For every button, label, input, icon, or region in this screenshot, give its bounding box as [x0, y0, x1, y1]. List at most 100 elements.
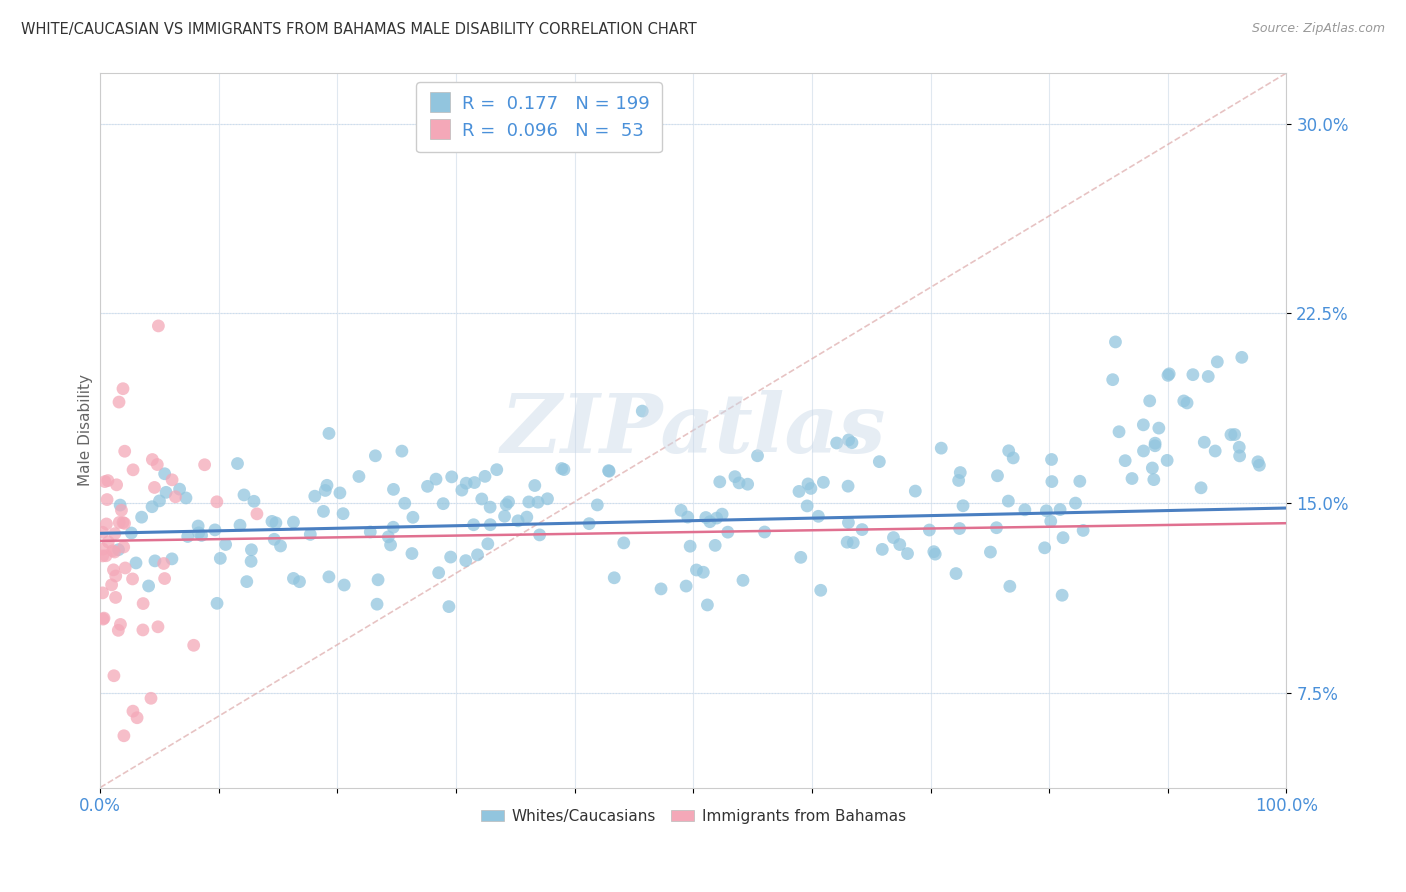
Point [485, 463, 508, 477]
Point [1204, 444, 1226, 458]
Point [679, 539, 702, 553]
Point [813, 475, 835, 490]
Point [114, 516, 136, 531]
Point [1121, 471, 1143, 485]
Point [553, 462, 575, 476]
Point [948, 522, 970, 536]
Point [685, 563, 707, 577]
Point [205, 596, 228, 610]
Point [146, 458, 169, 472]
Point [160, 552, 183, 566]
Point [1227, 440, 1250, 454]
Point [299, 527, 322, 541]
Point [529, 528, 551, 542]
Point [1144, 436, 1167, 450]
Point [797, 477, 820, 491]
Point [283, 515, 305, 529]
Point [1108, 425, 1130, 439]
Point [148, 493, 170, 508]
Point [91, 549, 114, 563]
Point [787, 484, 810, 499]
Point [494, 509, 516, 524]
Point [948, 474, 970, 488]
Point [456, 476, 478, 491]
Point [260, 515, 283, 529]
Point [1173, 394, 1195, 409]
Point [125, 711, 148, 725]
Point [107, 624, 129, 638]
Point [1014, 503, 1036, 517]
Point [598, 464, 620, 478]
Point [631, 404, 654, 418]
Point [132, 597, 155, 611]
Point [304, 489, 326, 503]
Point [97, 474, 120, 488]
Point [872, 542, 894, 557]
Point [112, 540, 135, 554]
Point [1230, 351, 1253, 365]
Point [91, 586, 114, 600]
Point [578, 516, 600, 531]
Point [706, 511, 728, 525]
Point [141, 500, 163, 514]
Point [998, 579, 1021, 593]
Point [110, 617, 132, 632]
Point [107, 542, 129, 557]
Point [153, 572, 176, 586]
Point [318, 426, 340, 441]
Point [132, 623, 155, 637]
Point [717, 525, 740, 540]
Point [613, 536, 636, 550]
Point [183, 638, 205, 652]
Point [699, 515, 721, 529]
Point [945, 566, 967, 581]
Point [283, 571, 305, 585]
Point [986, 468, 1008, 483]
Point [704, 538, 727, 552]
Text: Source: ZipAtlas.com: Source: ZipAtlas.com [1251, 22, 1385, 36]
Point [868, 455, 890, 469]
Point [477, 537, 499, 551]
Point [1181, 368, 1204, 382]
Point [1220, 427, 1243, 442]
Point [214, 537, 236, 551]
Point [152, 557, 174, 571]
Point [104, 569, 127, 583]
Point [402, 510, 425, 524]
Point [416, 479, 439, 493]
Point [1002, 450, 1025, 465]
Point [1206, 355, 1229, 369]
Point [474, 469, 496, 483]
Point [467, 548, 489, 562]
Point [169, 482, 191, 496]
Point [825, 436, 848, 450]
Point [112, 729, 135, 743]
Point [1157, 368, 1180, 383]
Point [226, 457, 249, 471]
Point [527, 495, 550, 509]
Point [111, 382, 134, 396]
Point [882, 531, 904, 545]
Point [97, 535, 120, 549]
Point [1197, 369, 1219, 384]
Point [807, 509, 830, 524]
Point [536, 491, 558, 506]
Point [463, 475, 485, 490]
Point [366, 597, 388, 611]
Point [432, 497, 454, 511]
Point [479, 500, 502, 515]
Point [1040, 452, 1063, 467]
Point [463, 517, 485, 532]
Point [754, 524, 776, 539]
Point [138, 579, 160, 593]
Point [841, 435, 863, 450]
Point [924, 547, 946, 561]
Point [603, 571, 626, 585]
Point [695, 510, 717, 524]
Point [1247, 455, 1270, 469]
Point [240, 554, 263, 568]
Point [104, 591, 127, 605]
Point [233, 488, 256, 502]
Point [104, 526, 127, 541]
Point [114, 444, 136, 458]
